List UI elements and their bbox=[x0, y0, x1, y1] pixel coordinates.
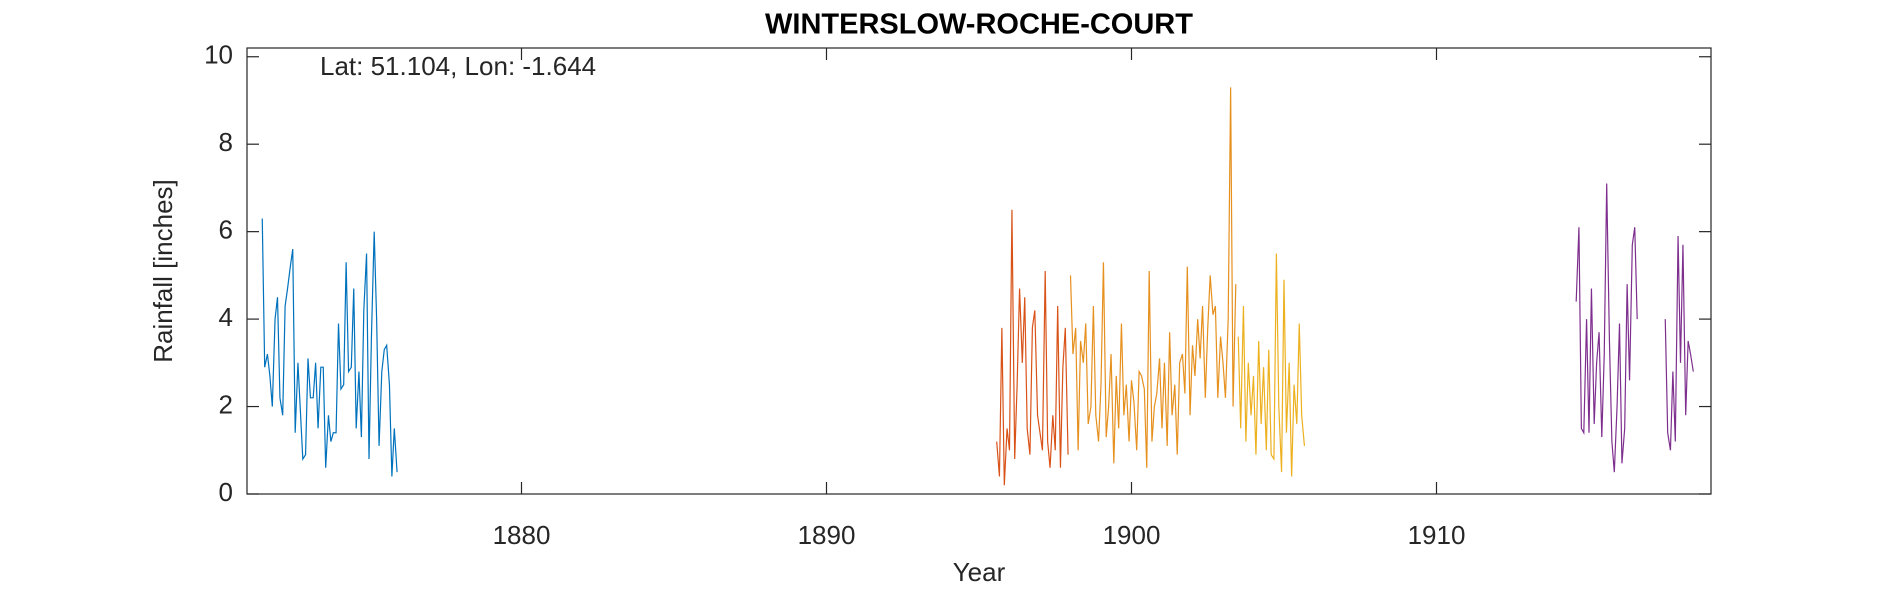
x-axis-label: Year bbox=[953, 557, 1006, 587]
annotation: Lat: 51.104, Lon: -1.644 bbox=[320, 51, 596, 81]
data-line bbox=[261, 218, 398, 477]
data-line bbox=[1575, 183, 1694, 473]
y-tick-label: 4 bbox=[219, 302, 233, 332]
y-tick-label: 0 bbox=[219, 477, 233, 507]
data-line bbox=[1237, 253, 1306, 477]
data-line bbox=[996, 209, 1069, 486]
axes-box bbox=[246, 47, 1712, 495]
y-tick-label: 2 bbox=[219, 389, 233, 419]
chart-title: WINTERSLOW-ROCHE-COURT bbox=[765, 9, 1193, 41]
y-tick-label: 6 bbox=[219, 215, 233, 245]
y-tick-label: 10 bbox=[204, 40, 233, 70]
x-tick-label: 1900 bbox=[1103, 520, 1161, 550]
x-tick-label: 1890 bbox=[798, 520, 856, 550]
x-tick-label: 1880 bbox=[493, 520, 551, 550]
y-axis-label: Rainfall [inches] bbox=[148, 179, 178, 363]
x-tick-label: 1910 bbox=[1408, 520, 1466, 550]
y-tick-label: 8 bbox=[219, 127, 233, 157]
data-line bbox=[1069, 87, 1237, 468]
